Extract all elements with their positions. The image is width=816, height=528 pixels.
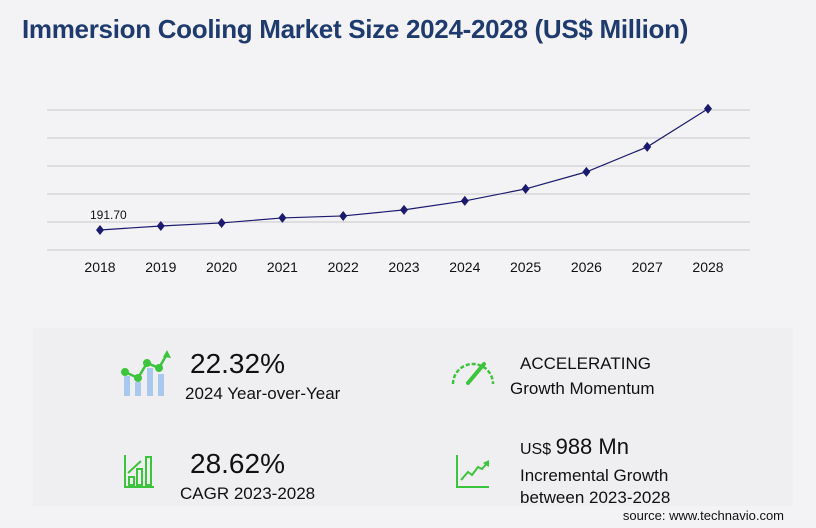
x-tick-label: 2019: [145, 259, 176, 275]
trend-up-icon: [456, 455, 489, 488]
incremental-amount: 988 Mn: [555, 434, 629, 459]
currency-prefix: US$: [520, 441, 552, 458]
incremental-label-2: between 2023-2028: [520, 488, 671, 507]
incremental-label-1: Incremental Growth: [520, 466, 669, 485]
data-point: [460, 195, 469, 206]
data-point: [704, 103, 712, 114]
x-tick-label: 2026: [571, 259, 602, 275]
x-tick-label: 2025: [510, 259, 541, 275]
yoy-value: 22.32%: [190, 348, 285, 379]
data-point: [217, 217, 226, 228]
line-chart: 2018 191.70 2019 2020 2021 2022 2023 2024 2025 20…: [47, 103, 750, 275]
momentum-label: Growth Momentum: [510, 379, 655, 398]
stats-panel: [33, 328, 793, 506]
incremental-value: US$ 988 Mn: [520, 434, 629, 460]
cagr-value: 28.62%: [190, 448, 285, 479]
x-tick-label: 2027: [632, 259, 663, 275]
data-point: [156, 220, 165, 231]
x-tick-label: 2023: [388, 259, 419, 275]
speedometer-icon: [451, 362, 495, 385]
data-point: [339, 210, 348, 221]
data-point: [582, 166, 591, 177]
data-point: [521, 183, 530, 194]
source-text: source: www.technavio.com: [622, 508, 784, 523]
yoy-label: 2024 Year-over-Year: [185, 384, 341, 403]
cagr-label: CAGR 2023-2028: [180, 484, 316, 503]
x-tick-label: 2020: [206, 259, 237, 275]
growth-chart-icon: [121, 350, 171, 396]
x-tick-label: 2022: [328, 259, 359, 275]
momentum-value: ACCELERATING: [520, 354, 651, 373]
x-tick-label: 2018: [84, 259, 115, 275]
x-tick-label: 2024: [449, 259, 480, 275]
data-point: [278, 212, 287, 223]
chart-title: Immersion Cooling Market Size 2024-2028 …: [22, 14, 689, 44]
x-tick-label: 2028: [692, 259, 723, 275]
data-label: 191.70: [90, 208, 127, 222]
bar-chart-icon: [124, 455, 154, 488]
x-tick-label: 2021: [267, 259, 298, 275]
data-point: [643, 141, 652, 152]
data-point: [400, 204, 408, 215]
data-point: [96, 224, 104, 235]
